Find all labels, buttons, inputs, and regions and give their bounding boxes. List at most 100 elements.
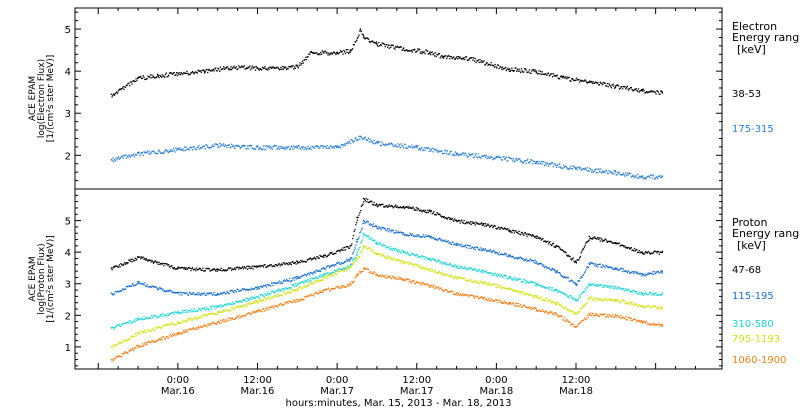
series-dot [541,285,543,287]
series-dot [371,201,373,203]
series-dot [142,256,144,258]
series-dot [131,83,133,85]
series-dot [381,245,383,247]
series-dot [382,274,384,277]
series-dot [146,284,148,286]
series-dot [191,292,193,295]
series-dot [422,234,425,236]
series-dot [447,291,449,294]
series-dot [190,72,192,74]
series-dot [131,348,133,350]
series-dot [511,288,513,291]
series-dot [346,258,348,260]
series-dot [133,335,136,338]
series-dot [183,150,185,152]
series-dot [142,345,144,347]
series-dot [356,241,359,243]
series-dot [633,271,636,273]
series-dot [553,268,555,270]
series-dot [420,51,422,53]
series-dot [375,204,377,206]
series-dot [370,141,372,143]
series-dot [114,265,116,267]
series-dot [441,263,444,265]
series-dot [192,291,195,294]
series-dot [177,310,179,313]
series-dot [365,37,367,39]
series-dot [197,309,199,311]
series-dot [461,58,463,60]
series-dot [449,290,451,293]
series-dot [443,152,445,155]
series-dot [606,286,609,288]
series-dot [579,166,582,169]
series-dot [490,156,492,158]
series-dot [336,273,338,275]
series-dot [547,312,549,314]
series-dot [592,81,594,83]
series-dot [258,309,261,312]
series-dot [324,289,327,291]
series-dot [164,324,167,326]
series-dot [304,273,306,275]
series-dot [154,152,156,155]
series-dot [356,253,359,256]
series-dot [427,269,429,271]
series-dot [201,326,203,329]
series-dot [273,282,275,284]
series-dot [230,309,232,312]
series-dot [440,240,442,242]
series-dot [428,150,430,153]
series-dot [161,289,163,291]
series-dot [420,209,422,211]
series-dot [382,42,384,45]
series-dot [184,321,187,323]
series-dot [512,160,514,162]
series-dot [613,268,615,270]
series-dot [387,257,390,260]
series-dot [238,66,241,69]
series-dot [231,301,234,304]
series-dot [642,274,644,276]
series-dot [203,293,205,295]
series-dot [543,299,545,301]
series-dot [140,77,143,80]
series-dot [507,277,509,280]
series-dot [340,285,342,287]
series-dot [328,253,331,255]
series-dot [637,306,640,308]
series-dot [624,290,626,292]
series-dot [434,270,437,272]
series-dot [306,281,308,283]
series-dot [117,92,119,94]
series-dot [458,153,460,156]
series-dot [121,352,124,355]
y-axis-label: log(Proton Flux) [37,243,47,314]
series-dot [528,69,531,71]
series-dot [185,320,187,322]
series-dot [478,248,480,250]
series-dot [491,274,493,276]
series-dot [466,295,468,297]
series-dot [176,291,179,294]
series-dot [306,147,308,149]
series-dot [200,309,202,312]
series-dot [460,220,462,222]
series-dot [468,247,470,250]
series-dot [632,271,634,273]
series-dot [572,79,574,81]
series-dot [252,67,254,69]
series-dot [152,76,154,78]
series-dot [397,248,399,251]
series-dot [191,267,193,270]
series-dot [583,80,586,82]
series-dot [423,51,425,53]
series-dot [240,315,242,317]
series-dot [202,69,204,71]
series-dot [488,272,490,274]
series-dot [290,263,292,266]
series-dot [312,146,315,149]
series-dot [596,168,598,170]
series-dot [418,210,421,212]
series-dot [436,53,438,56]
